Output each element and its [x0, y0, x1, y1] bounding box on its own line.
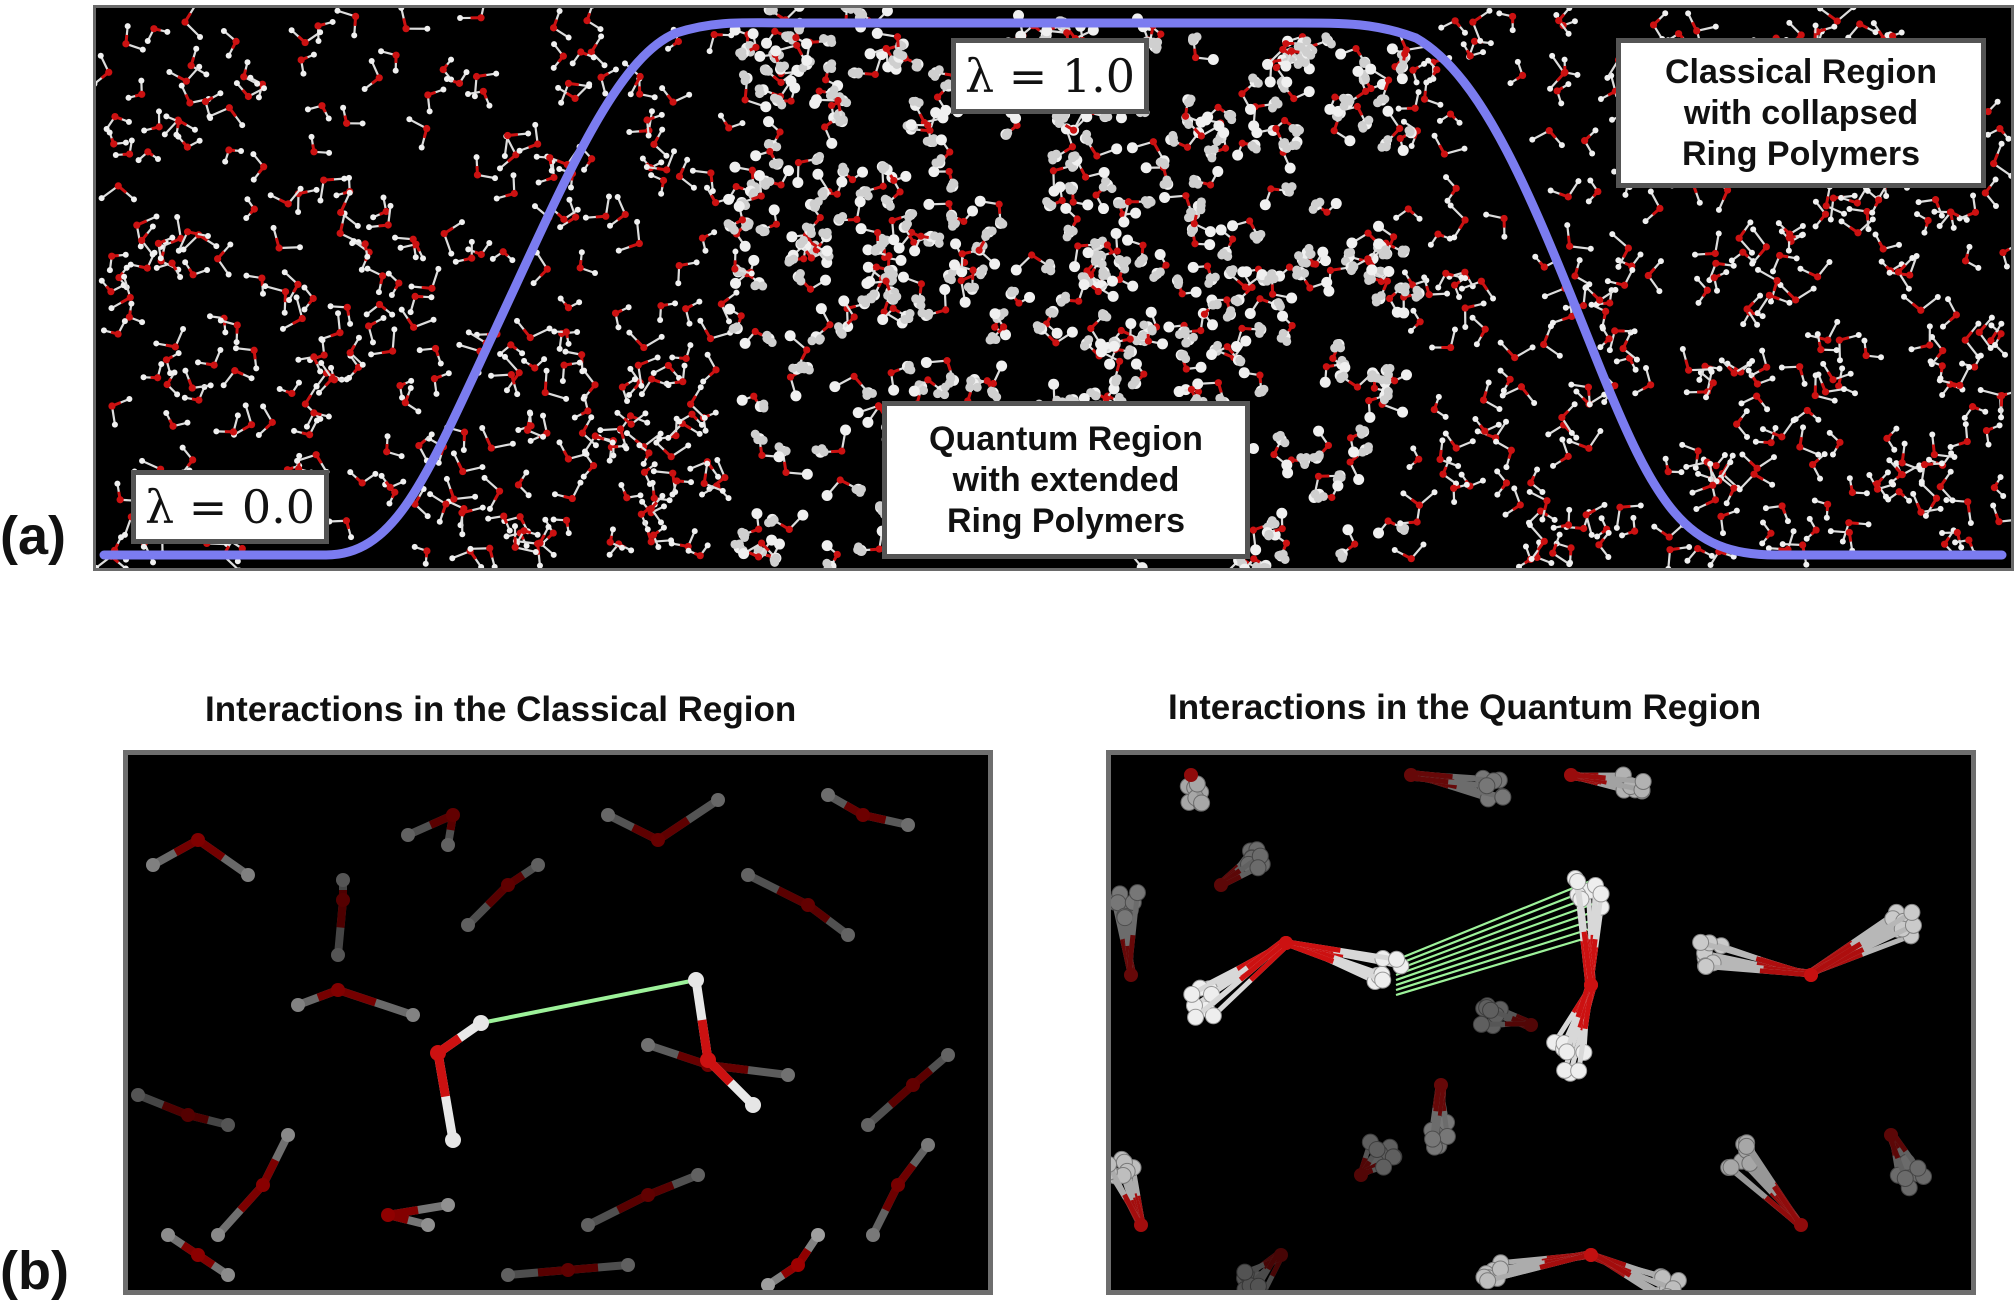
highlighted-water-pair [430, 972, 761, 1148]
hydrogen-atom [445, 1132, 461, 1148]
lambda-low-box: λ = 0.0 [131, 470, 329, 544]
oxygen-atom [700, 1052, 716, 1068]
hydrogen-atom [688, 972, 704, 988]
quantum-interactions-title: Interactions in the Quantum Region [1168, 688, 1761, 728]
lambda-high-label: λ = 1.0 [965, 49, 1135, 103]
interaction-line [1396, 904, 1593, 975]
background-ring-polymers [1111, 767, 1932, 1290]
hydrogen-atom [473, 1015, 489, 1031]
highlighted-ring-polymer-pair [1184, 870, 1609, 1081]
hydrogen-atom [745, 1097, 761, 1113]
background-molecules [131, 788, 955, 1290]
interaction-line [481, 980, 696, 1023]
interaction-line [1396, 912, 1593, 980]
interaction-line [1396, 880, 1593, 960]
panel-a-label: (a) [0, 505, 66, 567]
oxygen-atom [430, 1045, 446, 1061]
quantum-region-label: Quantum Region with extended Ring Polyme… [929, 419, 1203, 542]
quantum-region-box: Quantum Region with extended Ring Polyme… [882, 401, 1250, 559]
lambda-low-label: λ = 0.0 [145, 480, 315, 534]
classical-interactions-image [123, 750, 993, 1295]
simulation-box-image: λ = 1.0 Classical Region with collapsed … [93, 5, 2014, 571]
lambda-high-box: λ = 1.0 [951, 38, 1149, 114]
classical-water-scene [128, 755, 988, 1290]
classical-region-label: Classical Region with collapsed Ring Pol… [1665, 52, 1937, 175]
classical-region-box: Classical Region with collapsed Ring Pol… [1616, 38, 1986, 188]
quantum-interactions-image [1106, 750, 1976, 1295]
classical-interactions-title: Interactions in the Classical Region [205, 690, 796, 730]
panel-b-label: (b) [0, 1240, 69, 1302]
quantum-water-scene [1111, 755, 1971, 1290]
